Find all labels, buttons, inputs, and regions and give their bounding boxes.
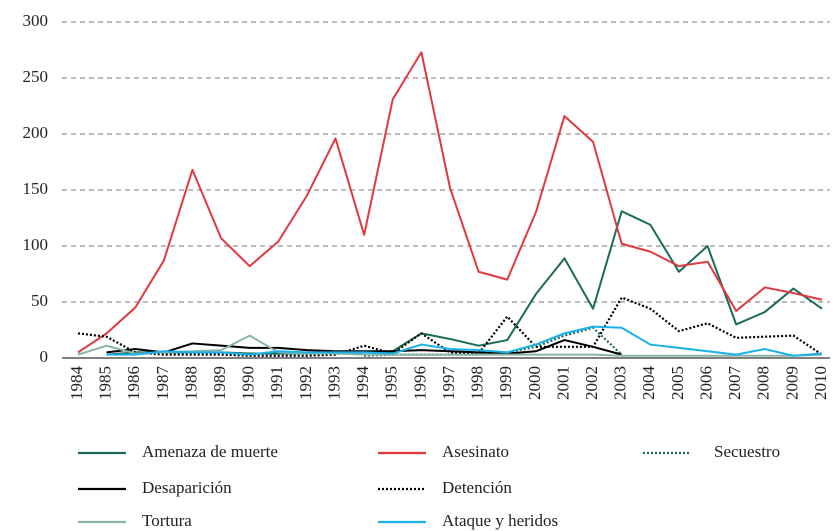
legend-label: Ataque y heridos <box>442 511 558 530</box>
x-tick-label: 2001 <box>553 366 572 400</box>
x-tick-label: 1995 <box>382 366 401 400</box>
y-tick-label: 50 <box>31 291 48 310</box>
x-tick-label: 1992 <box>296 366 315 400</box>
x-tick-label: 2002 <box>582 366 601 400</box>
x-tick-label: 1996 <box>410 366 429 400</box>
x-tick-label: 1985 <box>96 366 115 400</box>
series-line <box>106 339 622 356</box>
x-tick-label: 1991 <box>267 366 286 400</box>
series-line <box>77 334 823 357</box>
x-tick-label: 2006 <box>696 366 715 400</box>
y-tick-label: 100 <box>23 235 49 254</box>
legend-label: Detención <box>442 478 512 497</box>
x-tick-label: 1987 <box>153 366 172 401</box>
legend-label: Asesinato <box>442 442 509 461</box>
y-tick-label: 250 <box>23 67 49 86</box>
series-line <box>77 296 823 357</box>
y-tick-label: 0 <box>40 347 49 366</box>
x-tick-label: 1989 <box>210 366 229 400</box>
series-line <box>77 51 823 354</box>
legend-label: Desaparición <box>142 478 232 497</box>
y-tick-label: 300 <box>23 11 49 30</box>
x-tick-label: 1986 <box>124 366 143 400</box>
y-tick-label: 200 <box>23 123 49 142</box>
x-tick-label: 1999 <box>496 366 515 400</box>
x-tick-label: 1990 <box>239 366 258 400</box>
x-tick-label: 1984 <box>67 366 86 401</box>
x-tick-label: 2010 <box>811 366 830 400</box>
legend-label: Secuestro <box>714 442 780 461</box>
x-tick-label: 1994 <box>353 366 372 401</box>
legend-label: Tortura <box>142 511 192 530</box>
x-tick-label: 2005 <box>668 366 687 400</box>
x-tick-label: 2003 <box>611 366 630 400</box>
y-tick-label: 150 <box>23 179 49 198</box>
x-tick-label: 1998 <box>468 366 487 400</box>
x-tick-label: 2000 <box>525 366 544 400</box>
x-tick-label: 1997 <box>439 366 458 401</box>
x-tick-label: 2008 <box>754 366 773 400</box>
x-tick-label: 2009 <box>782 366 801 400</box>
x-tick-label: 1988 <box>181 366 200 400</box>
legend-label: Amenaza de muerte <box>142 442 278 461</box>
x-tick-label: 1993 <box>324 366 343 400</box>
x-tick-label: 2004 <box>639 366 658 401</box>
x-tick-label: 2007 <box>725 366 744 401</box>
series-line <box>106 325 823 357</box>
